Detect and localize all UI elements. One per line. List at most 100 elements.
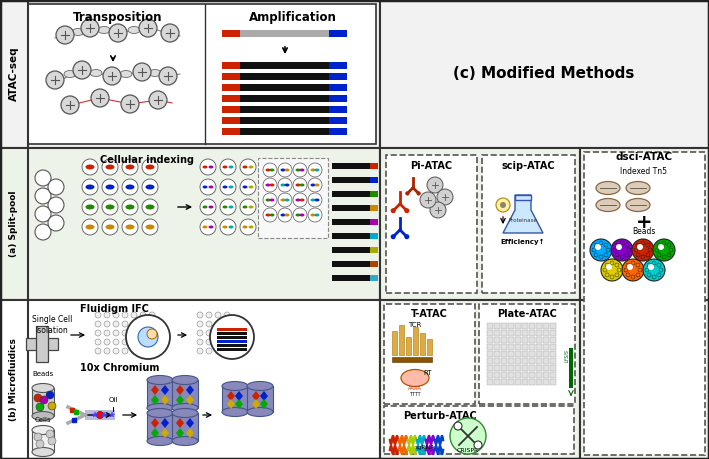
Ellipse shape — [311, 168, 316, 172]
Circle shape — [594, 243, 598, 247]
Text: CRISPR: CRISPR — [457, 448, 479, 453]
Circle shape — [95, 321, 101, 327]
Circle shape — [104, 339, 110, 345]
Bar — [427, 339, 432, 355]
Ellipse shape — [222, 408, 248, 416]
Bar — [508, 372, 514, 378]
Bar — [332, 275, 370, 281]
Ellipse shape — [248, 185, 254, 189]
Ellipse shape — [248, 225, 254, 229]
Circle shape — [122, 330, 128, 336]
Text: Transposition: Transposition — [73, 11, 163, 23]
Bar — [508, 330, 514, 336]
Bar — [217, 344, 247, 347]
Bar — [217, 328, 247, 331]
Ellipse shape — [265, 168, 271, 172]
Bar — [536, 372, 542, 378]
Circle shape — [215, 312, 221, 318]
Bar — [332, 177, 370, 183]
Text: Oil: Oil — [108, 397, 118, 403]
Bar — [222, 106, 347, 113]
Ellipse shape — [106, 224, 114, 230]
Bar — [258, 158, 328, 238]
Circle shape — [122, 339, 128, 345]
Ellipse shape — [247, 381, 273, 391]
Bar — [85, 410, 115, 420]
Bar — [515, 337, 521, 343]
Bar — [536, 379, 542, 385]
Circle shape — [113, 330, 119, 336]
Bar — [217, 332, 247, 335]
Text: TTTT: TTTT — [409, 392, 421, 397]
Ellipse shape — [311, 184, 316, 186]
Ellipse shape — [315, 168, 320, 172]
Text: Indexed Tn5: Indexed Tn5 — [620, 168, 667, 177]
Ellipse shape — [106, 164, 114, 169]
Circle shape — [140, 330, 146, 336]
Ellipse shape — [172, 375, 198, 385]
Circle shape — [653, 239, 675, 261]
Bar — [487, 337, 493, 343]
Bar — [406, 337, 411, 355]
Circle shape — [599, 241, 603, 245]
Ellipse shape — [299, 168, 304, 172]
Circle shape — [648, 264, 654, 270]
Text: scip-ATAC: scip-ATAC — [501, 161, 555, 171]
Bar — [522, 365, 528, 371]
Polygon shape — [151, 385, 159, 395]
Polygon shape — [176, 385, 184, 395]
Bar — [222, 95, 240, 102]
Circle shape — [104, 330, 110, 336]
Bar — [522, 330, 528, 336]
Text: Fluidigm IFC: Fluidigm IFC — [80, 304, 149, 314]
Bar — [487, 344, 493, 350]
Circle shape — [657, 263, 661, 267]
Polygon shape — [186, 395, 194, 405]
Ellipse shape — [242, 185, 247, 189]
Bar — [222, 30, 240, 37]
Circle shape — [224, 339, 230, 345]
Ellipse shape — [281, 184, 286, 186]
Bar — [386, 155, 477, 293]
Circle shape — [615, 243, 619, 247]
Bar — [494, 323, 500, 329]
Text: Cells: Cells — [35, 417, 51, 423]
Circle shape — [391, 208, 396, 213]
Circle shape — [634, 248, 638, 252]
Circle shape — [496, 198, 510, 212]
Circle shape — [240, 179, 256, 195]
Bar — [550, 323, 556, 329]
Ellipse shape — [208, 185, 213, 189]
Bar — [370, 177, 378, 183]
Polygon shape — [176, 395, 184, 405]
Circle shape — [149, 339, 155, 345]
Ellipse shape — [228, 206, 233, 208]
Bar — [536, 337, 542, 343]
Polygon shape — [161, 385, 169, 395]
Circle shape — [197, 330, 203, 336]
Circle shape — [149, 312, 155, 318]
Ellipse shape — [296, 168, 301, 172]
Circle shape — [610, 275, 614, 279]
Ellipse shape — [203, 166, 208, 168]
Bar — [580, 148, 709, 300]
Bar — [529, 344, 535, 350]
Circle shape — [95, 330, 101, 336]
Circle shape — [56, 26, 74, 44]
Ellipse shape — [72, 28, 84, 35]
Circle shape — [200, 219, 216, 235]
Ellipse shape — [208, 166, 213, 168]
Ellipse shape — [86, 185, 94, 190]
Bar — [515, 351, 521, 357]
Bar — [508, 365, 514, 371]
Bar — [399, 325, 404, 355]
Bar — [222, 84, 347, 91]
Bar — [370, 205, 378, 211]
Bar — [529, 323, 535, 329]
Text: LYSIS: LYSIS — [564, 349, 569, 363]
Circle shape — [500, 202, 506, 208]
Bar — [487, 365, 493, 371]
Circle shape — [215, 321, 221, 327]
Polygon shape — [186, 428, 194, 438]
Circle shape — [200, 179, 216, 195]
